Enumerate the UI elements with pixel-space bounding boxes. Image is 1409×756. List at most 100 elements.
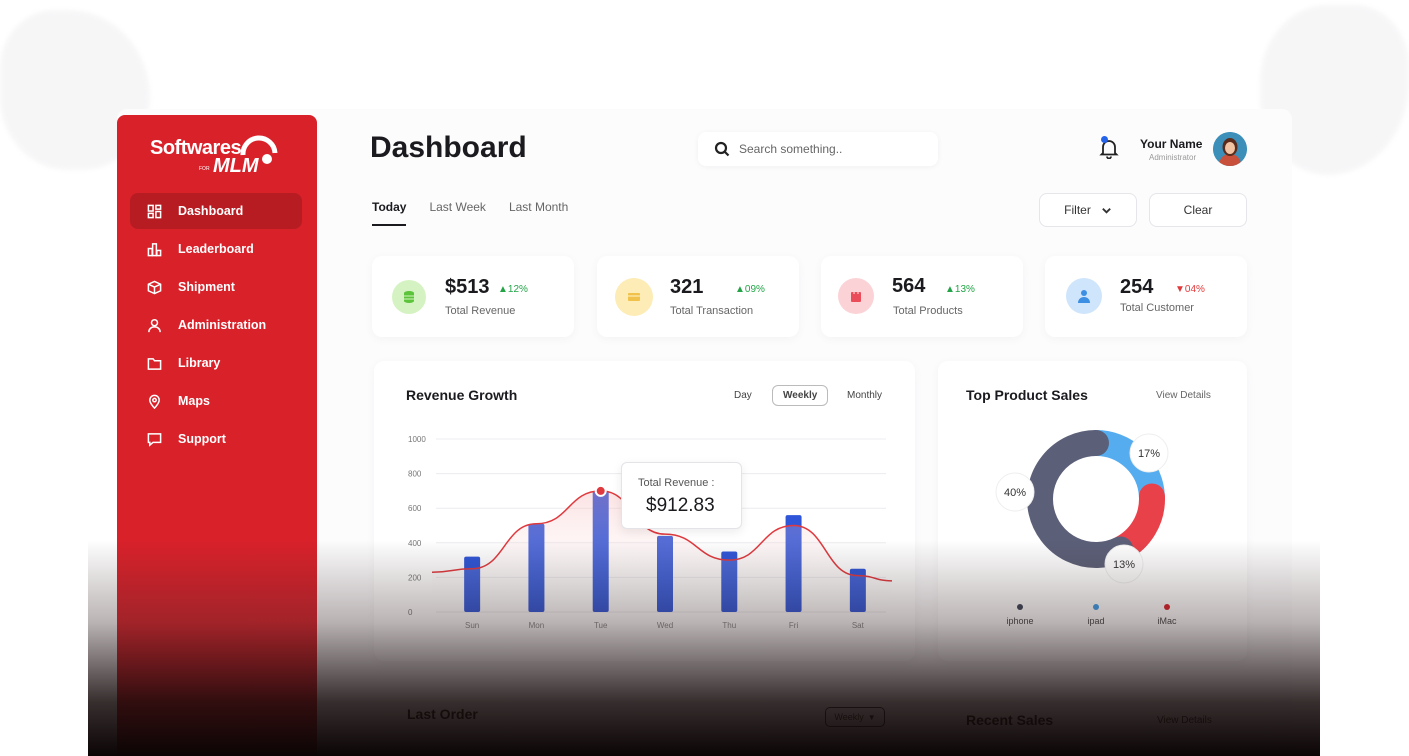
brand-logo: Softwares [150,137,242,159]
chevron-down-icon: ▼ [867,712,876,722]
x-tick-label: Sat [852,621,865,630]
page-title: Dashboard [370,131,527,164]
y-tick-label: 400 [408,539,422,548]
stat-card-customer: 254 ▼04% Total Customer [1045,256,1247,337]
sidebar-item-label: Maps [178,394,210,408]
legend-label: iphone [1006,616,1034,626]
donut-slice-iphone[interactable] [1027,430,1134,568]
y-tick-label: 1000 [408,435,426,444]
sidebar-item-support[interactable]: Support [130,421,302,457]
clear-button[interactable]: Clear [1149,193,1247,227]
x-tick-label: Mon [529,621,545,630]
slice-percent-badge [1129,433,1169,473]
sidebar-item-dashboard[interactable]: Dashboard [130,193,302,229]
last-order-period-label: Weekly [834,712,864,722]
highlight-point[interactable] [594,484,607,497]
user-icon [146,317,162,333]
sidebar-item-label: Dashboard [178,204,244,218]
search-bar[interactable] [698,132,938,166]
x-tick-label: Tue [594,621,608,630]
y-tick-label: 200 [408,573,422,582]
stat-card-revenue: $513 ▲12% Total Revenue [372,256,574,337]
chat-icon [146,431,162,447]
last-order-period-select[interactable]: Weekly ▼ [825,707,885,727]
segment-weekly[interactable]: Weekly [772,385,829,406]
notification-dot [1101,136,1108,143]
sidebar-item-library[interactable]: Library [130,345,302,381]
stat-label: Total Products [893,305,963,317]
search-icon [714,141,730,157]
stat-value: 564 [892,275,926,297]
dashboard-icon [146,203,162,219]
slice-percent-badge [995,472,1035,512]
clear-label: Clear [1183,203,1213,217]
stat-delta: ▲09% [735,284,765,295]
tab-last-week[interactable]: Last Week [429,200,486,214]
search-input[interactable] [739,142,919,156]
bag-icon [838,278,874,314]
notification-bell-icon[interactable] [1098,137,1120,159]
stat-label: Total Customer [1120,302,1194,314]
legend-dot [1093,604,1099,610]
legend-dot [1164,604,1170,610]
map-pin-icon [146,393,162,409]
chevron-down-icon [1102,207,1111,214]
user-name: Your Name [1140,137,1203,151]
sidebar-item-label: Library [178,356,221,370]
slice-percent-label: 17% [1138,448,1160,460]
view-details-link[interactable]: View Details [1156,390,1211,401]
legend-item-ipad: ipad [1078,604,1114,626]
sidebar-item-label: Support [178,432,226,446]
tooltip-value: $912.83 [646,495,715,516]
sidebar-item-label: Shipment [178,280,235,294]
legend-dot [1017,604,1023,610]
y-tick-label: 0 [408,608,413,617]
tab-today[interactable]: Today [372,200,407,226]
x-tick-label: Fri [789,621,799,630]
stat-card-transaction: 321 ▲09% Total Transaction [597,256,799,337]
stat-delta: ▼04% [1175,284,1205,295]
sidebar-item-maps[interactable]: Maps [130,383,302,419]
filter-label: Filter [1064,203,1091,217]
box-icon [146,279,162,295]
avatar[interactable] [1213,132,1247,166]
legend-item-iphone: iphone [1002,604,1038,626]
x-tick-label: Sun [465,621,479,630]
wallet-icon [615,278,653,316]
recent-sales-view-details[interactable]: View Details [1157,715,1212,726]
brand-swirl-icon [240,135,278,164]
sidebar-item-administration[interactable]: Administration [130,307,302,343]
sidebar-item-shipment[interactable]: Shipment [130,269,302,305]
tab-last-month[interactable]: Last Month [508,200,569,214]
recent-sales-title: Recent Sales [966,712,1054,728]
segment-day[interactable]: Day [734,390,752,401]
filter-button[interactable]: Filter [1039,193,1137,227]
coins-icon [392,280,426,314]
card-title: Revenue Growth [406,387,518,403]
stat-delta: ▲12% [498,284,528,295]
revenue-growth-card: Revenue Growth Day Weekly Monthly 0 200 40… [374,361,915,661]
stat-delta: ▲13% [945,284,975,295]
top-product-sales-card: Top Product Sales View Details 40% 17% 13%… [938,361,1247,661]
chart-tooltip: Total Revenue : $912.83 [621,462,742,529]
segment-monthly[interactable]: Monthly [847,390,883,401]
stat-value: $513 [445,276,490,298]
stat-value: 254 [1120,276,1154,298]
stat-label: Total Revenue [445,305,516,317]
tooltip-label: Total Revenue : [638,477,715,489]
y-tick-label: 800 [408,470,422,479]
x-tick-label: Wed [657,621,673,630]
brand-logo-sub: MLM [213,155,259,177]
sidebar-nav: Dashboard Leaderboard Shipment Administr… [130,193,302,459]
stat-label: Total Transaction [670,305,754,317]
sidebar-item-label: Administration [178,318,267,332]
slice-percent-label: 13% [1113,559,1135,571]
slice-percent-label: 40% [1004,487,1026,499]
sidebar-item-label: Leaderboard [178,242,254,256]
period-tabs: Today Last Week Last Month [372,200,591,226]
sidebar-item-leaderboard[interactable]: Leaderboard [130,231,302,267]
x-tick-label: Thu [722,621,736,630]
stat-value: 321 [670,276,704,298]
user-role: Administrator [1149,153,1197,162]
